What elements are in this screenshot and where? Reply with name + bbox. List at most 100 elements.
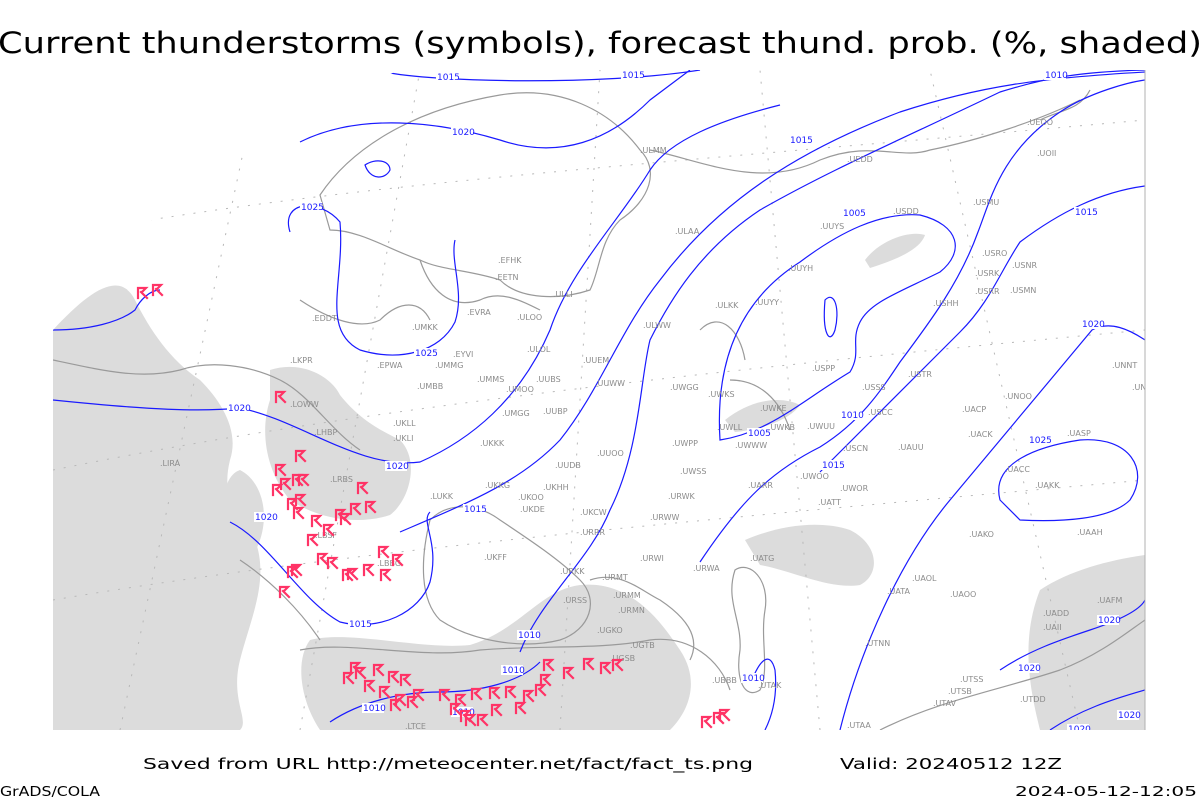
isobar-label: 1015: [822, 461, 845, 471]
isobar-label-bg: [436, 72, 458, 82]
station-label: .USDD: [893, 207, 919, 216]
station-label: .UKOO: [518, 493, 544, 502]
thunderstorm-symbol-icon: [310, 514, 323, 528]
isobar-label: 1020: [1098, 616, 1121, 626]
station-label: .UUWW: [595, 379, 625, 388]
station-label: .URWA: [693, 564, 720, 573]
isobar-label-bg: [1017, 663, 1039, 673]
isobar-label-bg: [1117, 710, 1139, 720]
thunderstorm-symbol-icon: [372, 663, 385, 677]
station-label: .UATG: [750, 554, 774, 563]
station-label: .URMT: [602, 573, 628, 582]
thunderstorm-symbol-icon: [377, 545, 390, 559]
isobar-label: 1025: [301, 203, 324, 213]
thunderstorm-symbol-icon: [712, 711, 725, 725]
station-label: .UGSB: [610, 654, 635, 663]
thunderstorm-symbol-icon: [271, 483, 284, 497]
station-label: .UTAA: [847, 721, 871, 730]
station-label: .EFHK: [498, 256, 522, 265]
isobar-label-bg: [227, 403, 249, 413]
station-label: .USRR: [975, 287, 1000, 296]
isobar-label: 1020: [1082, 320, 1105, 330]
station-label: .UTAV: [933, 699, 957, 708]
station-label: .URRR: [580, 528, 606, 537]
isobar-label: 1010: [841, 411, 864, 421]
station-label: .UACC: [1005, 465, 1030, 474]
thunderstorm-symbol-icon: [362, 563, 375, 577]
thunderstorm-symbol-icon: [290, 563, 303, 577]
isobar-label-bg: [501, 665, 523, 675]
thunderstorm-symbol-icon: [339, 512, 352, 526]
station-label: .UWOO: [800, 472, 829, 481]
station-label: .USRO: [982, 249, 1007, 258]
station-label: .UWOR: [840, 484, 869, 493]
isobar-label: 1010: [502, 666, 525, 676]
station-label: .USNR: [1012, 261, 1037, 270]
isobar-label-bg: [517, 630, 539, 640]
thunderstorm-symbol-icon: [363, 679, 376, 693]
station-label: .UADD: [1043, 609, 1069, 618]
station-label: .UMGG: [502, 409, 530, 418]
station-label: .UWUU: [807, 422, 835, 431]
station-label: .USTR: [908, 370, 932, 379]
thunderstorm-symbol-icon: [326, 556, 339, 570]
station-label: .UGKO: [597, 626, 623, 635]
station-label: .UKLL: [393, 419, 416, 428]
isobar-label: 1020: [1118, 711, 1141, 721]
isobar-label-bg: [840, 410, 862, 420]
thunderstorm-symbol-icon: [136, 286, 149, 300]
station-label: .USPP: [812, 364, 835, 373]
isobar-label: 1020: [452, 128, 475, 138]
station-label: .UEDD: [847, 155, 873, 164]
station-label: .UAFM: [1097, 596, 1122, 605]
isobar-label: 1010: [742, 674, 765, 684]
station-label: .UUOO: [597, 449, 624, 458]
thunderstorm-symbol-icon: [470, 687, 483, 701]
station-label: .USCC: [868, 408, 893, 417]
station-label: .UKLI: [393, 434, 413, 443]
thunderstorm-symbol-icon: [342, 671, 355, 685]
station-label: .EPWA: [377, 361, 403, 370]
isobar-label: 1020: [1068, 725, 1091, 735]
station-label: .UWPP: [672, 439, 698, 448]
station-label: .URSS: [563, 596, 587, 605]
station-label: .UWSS: [680, 467, 706, 476]
station-label: .UWWW: [735, 441, 767, 450]
isobar-label-bg: [1097, 615, 1119, 625]
station-label: .UTAK: [758, 681, 782, 690]
isobar-label-bg: [300, 202, 322, 212]
station-label: .UGTB: [630, 641, 655, 650]
isobar-label: 1015: [790, 136, 813, 146]
station-label: .URWI: [640, 554, 664, 563]
isobar-label: 1010: [518, 631, 541, 641]
thunderstorm-symbol-icon: [151, 283, 164, 297]
isobar-label-bg: [385, 461, 407, 471]
isobar-label-bg: [1028, 435, 1050, 445]
thunderstorm-symbol-icon: [274, 463, 287, 477]
station-label: .UWKB: [768, 423, 795, 432]
station-label: .UKKG: [485, 481, 510, 490]
thunderstorm-symbol-icon: [438, 688, 451, 702]
station-labels: .ULMM .UEOO .UOII .UEDD .USMU .USDD .UUYS .ULAA…: [160, 118, 1145, 730]
thunderstorm-symbol-icon: [364, 500, 377, 514]
station-label: .UARR: [748, 481, 773, 490]
station-label: .URKK: [560, 567, 585, 576]
station-label: .ULWW: [643, 321, 671, 330]
station-label: .URMN: [618, 606, 645, 615]
station-label: .UUYH: [788, 264, 813, 273]
station-label: .USHH: [933, 299, 959, 308]
station-label: .EDDT: [312, 314, 337, 323]
station-label: .UBBB: [712, 676, 737, 685]
station-label: .UKCW: [580, 508, 607, 517]
station-label: .LRBS: [330, 475, 353, 484]
station-label: .UEOO: [1027, 118, 1053, 127]
thunderstorm-symbol-icon: [379, 568, 392, 582]
thunderstorm-symbol-icon: [346, 567, 359, 581]
thunderstorm-symbol-icon: [292, 506, 305, 520]
thunderstorm-symbol-icon: [582, 657, 595, 671]
thunderstorm-symbol-icon: [522, 689, 535, 703]
station-label: .URWW: [650, 513, 680, 522]
station-label: .USRK: [975, 269, 1000, 278]
station-label: .EETN: [495, 273, 519, 282]
